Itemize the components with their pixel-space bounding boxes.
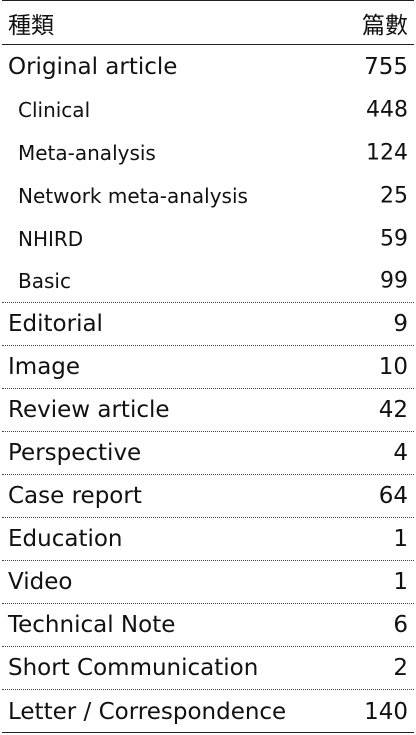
table-row: Review article 42 xyxy=(2,389,414,432)
sub-row: Meta-analysis 124 xyxy=(2,131,414,174)
header-row: 種類 篇數 xyxy=(2,1,414,45)
table-row: Perspective 4 xyxy=(2,432,414,475)
table-row: Original article 755 xyxy=(2,45,414,88)
table-row: Education 1 xyxy=(2,518,414,561)
row-count: 755 xyxy=(364,53,408,80)
row-count: 1 xyxy=(393,569,408,595)
row-label: Letter / Correspondence xyxy=(8,698,287,725)
row-label: Review article xyxy=(8,397,170,423)
row-count: 2 xyxy=(393,655,408,681)
table-row: Video 1 xyxy=(2,561,414,604)
row-label: Short Communication xyxy=(8,655,259,681)
row-label: Image xyxy=(8,354,81,380)
table-row: Editorial 9 xyxy=(2,303,414,346)
row-count: 6 xyxy=(393,612,408,638)
row-label: Basic xyxy=(18,269,71,293)
sub-row: Network meta-analysis 25 xyxy=(2,174,414,217)
row-count: 124 xyxy=(366,140,408,165)
row-count: 140 xyxy=(364,698,408,725)
row-label: Case report xyxy=(8,483,142,509)
sub-row: NHIRD 59 xyxy=(2,217,414,260)
table-row: Image 10 xyxy=(2,346,414,389)
row-count: 10 xyxy=(378,354,408,380)
row-count: 64 xyxy=(378,483,408,509)
row-label: NHIRD xyxy=(18,226,84,251)
row-count: 1 xyxy=(393,526,408,552)
row-label: Perspective xyxy=(8,440,142,466)
row-label: Meta-analysis xyxy=(18,140,156,165)
row-label: Video xyxy=(8,569,73,595)
sub-row: Clinical 448 xyxy=(2,88,414,131)
row-label: Clinical xyxy=(18,97,91,122)
row-count: 448 xyxy=(366,97,408,122)
row-count: 9 xyxy=(393,311,408,337)
sub-row: Basic 99 xyxy=(2,260,414,303)
header-count: 篇數 xyxy=(362,12,408,39)
row-label: Editorial xyxy=(8,311,103,337)
table-row: Case report 64 xyxy=(2,475,414,518)
row-label: Technical Note xyxy=(8,612,176,638)
row-count: 99 xyxy=(380,268,408,294)
row-label: Education xyxy=(8,526,123,552)
table-row: Technical Note 6 xyxy=(2,604,414,647)
row-label: Network meta-analysis xyxy=(18,183,248,208)
table-row: Letter / Correspondence 140 xyxy=(2,690,414,733)
header-category: 種類 xyxy=(8,12,54,39)
row-label: Original article xyxy=(8,53,178,80)
row-count: 25 xyxy=(380,183,408,208)
row-count: 4 xyxy=(393,440,408,466)
row-count: 42 xyxy=(378,397,408,423)
table-row: Short Communication 2 xyxy=(2,647,414,690)
row-count: 59 xyxy=(380,226,408,251)
